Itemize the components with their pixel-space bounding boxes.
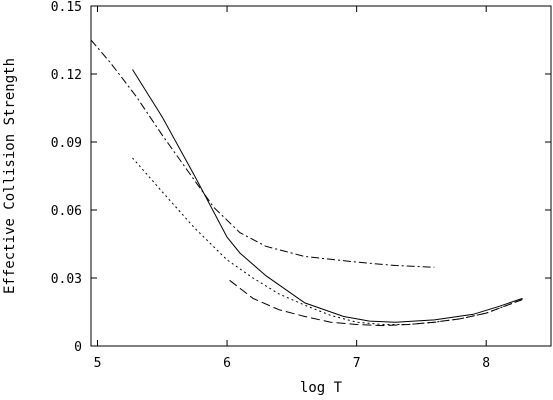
y-tick-label: 0.06 <box>51 204 82 219</box>
y-tick-label: 0 <box>74 340 82 355</box>
x-tick-label: 5 <box>94 356 102 371</box>
y-axis-label: Effective Collision Strength <box>2 58 18 294</box>
series-line-dashed <box>229 279 523 327</box>
x-axis-label: log T <box>300 380 343 396</box>
y-tick-label: 0.12 <box>51 68 82 83</box>
y-tick-label: 0.15 <box>51 0 82 15</box>
plot-frame <box>90 5 552 347</box>
y-axis-ticks: 0 0.03 0.06 0.09 0.12 0.15 <box>51 0 551 355</box>
series-line-solid <box>132 69 523 323</box>
y-tick-label: 0.09 <box>51 136 82 151</box>
series-lines <box>90 39 523 327</box>
y-tick-label: 0.03 <box>51 272 82 287</box>
series-line-dotted <box>132 157 523 325</box>
series-line-dash-dot <box>90 39 435 268</box>
x-axis-ticks: 5 6 7 8 <box>94 6 490 371</box>
x-tick-label: 7 <box>353 356 361 371</box>
x-tick-label: 8 <box>482 356 490 371</box>
x-tick-label: 6 <box>223 356 231 371</box>
